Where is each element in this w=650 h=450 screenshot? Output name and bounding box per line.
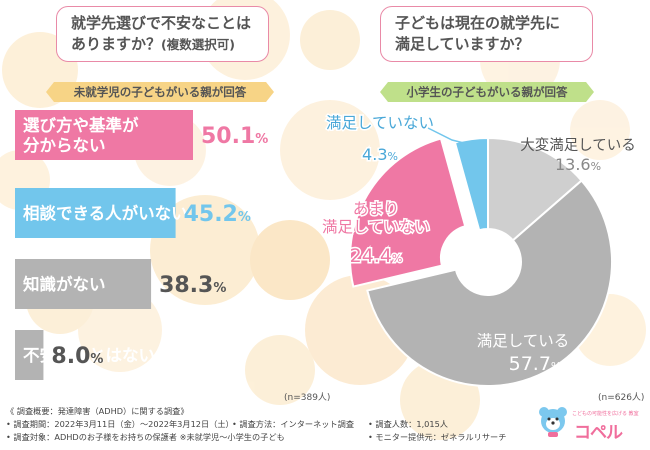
bar-label-1-line-2: 分からない <box>23 136 106 155</box>
donut-label-1-line-1: 大変満足している <box>520 137 636 154</box>
donut-value-4: 4.3% <box>362 145 398 164</box>
left-banner: 未就学児の子どもがいる親が回答 <box>46 82 274 102</box>
donut-value-2: 57.7% <box>509 353 562 375</box>
bar-3 <box>15 259 152 309</box>
donut-slice-2 <box>366 179 613 387</box>
leader-line-unsatisfied <box>427 127 473 146</box>
left-question-box: 就学先選びで不安なことは ありますか？(複数選択可) <box>56 6 269 62</box>
survey-target: • 調査対象：ADHDのお子様をお持ちの保護者 ※未就学児～小学生の子ども <box>6 432 285 442</box>
donut-slice-3 <box>349 137 467 288</box>
survey-count: • 調査人数：1,015人 <box>368 419 448 429</box>
bar-value-4: 8.0% <box>51 344 103 369</box>
bar-label-1-line-1: 選び方や基準が <box>23 115 139 135</box>
right-question-line1: 子どもは現在の就学先に <box>395 14 561 32</box>
bar-2 <box>15 188 176 238</box>
donut-label-3-line-1: あまり <box>353 200 400 218</box>
right-question-box: 子どもは現在の就学先に 満足していますか？ <box>380 6 593 62</box>
donut-label-3-line-2: 満足していない <box>322 218 430 236</box>
donut-label-4-line-1: 満足していない <box>326 114 434 132</box>
right-question-line2: 満足していますか？ <box>395 35 530 53</box>
left-question-line2: ありますか？(複数選択可) <box>71 35 235 53</box>
donut-value-3: 24.4% <box>350 245 403 267</box>
donut-value-1: 13.6% <box>555 155 601 174</box>
left-sample-size: (n=389人) <box>284 393 331 403</box>
bar-label-3-line-1: 知識がない <box>23 274 106 294</box>
survey-method: • 調査方法：インターネット調査 <box>232 419 355 429</box>
bar-label-4-line-1: 不安なことはない <box>23 345 155 365</box>
survey-period: • 調査期間：2022年3月11日（金）～2022年3月12日（土） <box>6 419 234 429</box>
bar-4 <box>15 330 44 380</box>
right-sample-size: (n=626人) <box>598 393 645 403</box>
monitor-provider: • モニター提供元：ゼネラルリサーチ <box>368 432 507 442</box>
bar-1 <box>15 110 193 160</box>
bar-label-2-line-1: 相談できる人がいない <box>23 203 188 223</box>
donut-label-2-line-1: 満足している <box>477 332 570 350</box>
bar-value-2: 45.2% <box>184 202 251 227</box>
right-banner: 小学生の子どもがいる親が回答 <box>380 82 594 102</box>
donut-slice-4 <box>453 136 489 232</box>
donut-slice-1 <box>487 136 583 242</box>
left-question-line1: 就学先選びで不安なことは <box>71 14 252 32</box>
bear-logo-icon <box>539 407 567 437</box>
bar-value-1: 50.1% <box>201 124 268 149</box>
bar-value-3: 38.3% <box>159 273 226 298</box>
logo-tagline: こどもの可能性を広げる 教室 <box>572 411 639 417</box>
survey-overview-title: 《 調査概要：発達障害（ADHD）に関する調査》 <box>6 406 189 416</box>
logo-text: コペル <box>574 423 623 443</box>
